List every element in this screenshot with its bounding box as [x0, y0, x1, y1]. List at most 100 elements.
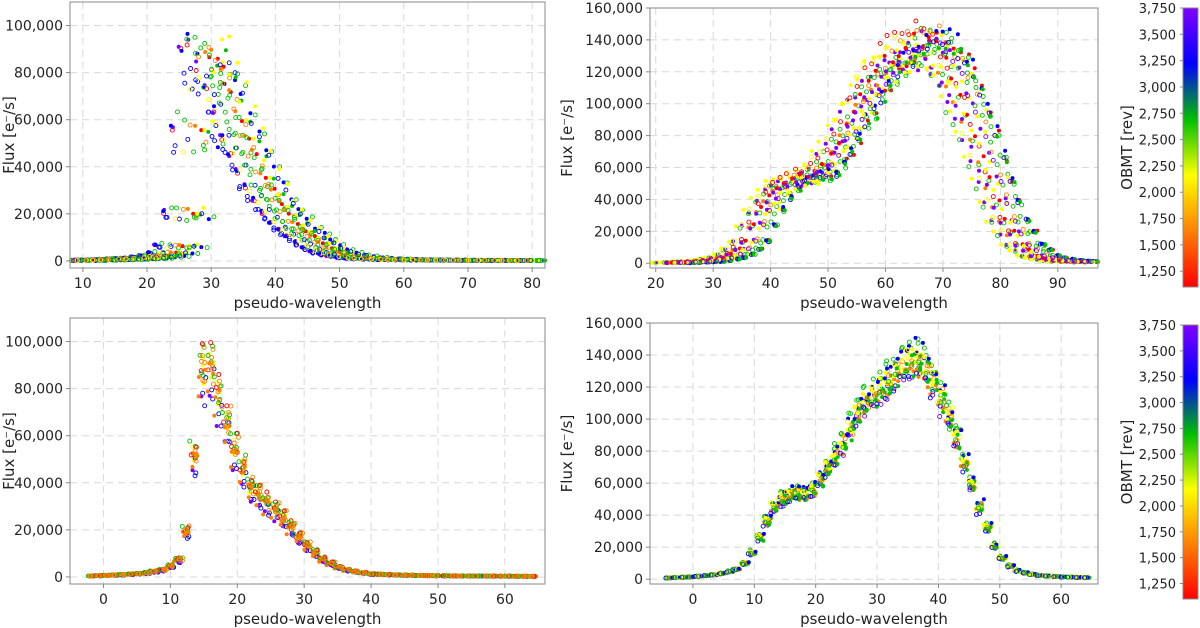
- data-point: [964, 59, 969, 64]
- x-tick-label: 40: [266, 276, 284, 292]
- data-point: [212, 120, 218, 126]
- data-point: [939, 80, 944, 85]
- data-point: [851, 118, 855, 123]
- data-point: [430, 257, 436, 263]
- data-point: [271, 219, 277, 224]
- data-point: [218, 383, 224, 389]
- data-point: [217, 79, 223, 85]
- data-point: [257, 485, 263, 491]
- data-point: [161, 567, 167, 573]
- data-point: [883, 99, 888, 104]
- data-point: [206, 352, 212, 357]
- data-point: [336, 253, 342, 259]
- data-point: [256, 134, 262, 140]
- data-point: [253, 483, 259, 489]
- data-point: [482, 257, 488, 263]
- data-point: [844, 156, 849, 161]
- data-point: [491, 257, 497, 263]
- data-point: [930, 31, 936, 37]
- data-point: [866, 125, 872, 131]
- data-point: [262, 209, 268, 215]
- data-point: [267, 220, 272, 225]
- data-point: [973, 506, 979, 512]
- data-point: [882, 376, 887, 381]
- data-point: [190, 464, 195, 469]
- data-point: [951, 63, 955, 68]
- data-point: [900, 67, 905, 72]
- data-point: [369, 571, 375, 577]
- data-point: [684, 259, 690, 265]
- data-point: [297, 530, 303, 536]
- data-point: [741, 207, 746, 212]
- data-point: [1004, 201, 1010, 206]
- data-point: [890, 356, 896, 362]
- data-point: [1033, 230, 1038, 235]
- data-point: [953, 103, 958, 108]
- data-point: [979, 112, 985, 118]
- data-point: [755, 201, 761, 207]
- data-point: [950, 430, 956, 436]
- data-point: [955, 432, 960, 437]
- data-point: [898, 50, 903, 55]
- data-point: [233, 115, 239, 121]
- data-point: [242, 162, 248, 168]
- data-point: [241, 484, 247, 490]
- data-point: [870, 376, 876, 382]
- data-point: [850, 149, 855, 154]
- data-point: [264, 489, 270, 495]
- y-tick-label: 100,000: [5, 19, 63, 35]
- data-point: [790, 176, 795, 181]
- data-point: [835, 449, 841, 455]
- data-point: [649, 260, 654, 265]
- data-point: [943, 383, 947, 388]
- data-point: [251, 195, 256, 200]
- data-point: [244, 135, 250, 141]
- data-point: [991, 229, 996, 234]
- data-point: [266, 500, 271, 505]
- data-point: [776, 179, 780, 184]
- data-point: [829, 127, 834, 132]
- data-point: [988, 113, 993, 118]
- data-point: [973, 78, 979, 84]
- data-point: [356, 251, 362, 257]
- data-point: [1002, 216, 1007, 221]
- data-point: [187, 86, 193, 92]
- data-point: [198, 368, 204, 374]
- data-point: [749, 240, 754, 245]
- data-point: [989, 521, 994, 525]
- data-point: [977, 200, 982, 204]
- data-point: [191, 149, 197, 155]
- data-point: [170, 254, 176, 259]
- data-point: [182, 533, 187, 538]
- data-point: [871, 55, 876, 60]
- data-point: [531, 573, 537, 579]
- data-point: [910, 63, 916, 69]
- data-point: [936, 83, 942, 89]
- data-point: [961, 111, 966, 116]
- data-point: [248, 166, 254, 172]
- data-point: [210, 381, 216, 387]
- data-point: [265, 197, 270, 203]
- data-point: [219, 410, 225, 415]
- data-point: [215, 91, 221, 97]
- data-point: [884, 358, 890, 364]
- data-point: [390, 256, 396, 262]
- data-point: [209, 387, 215, 393]
- data-point: [183, 250, 188, 256]
- data-point: [247, 188, 253, 194]
- data-point: [272, 216, 278, 222]
- data-point: [921, 345, 927, 351]
- data-point: [867, 100, 873, 106]
- data-point: [813, 172, 819, 178]
- data-points: [85, 340, 539, 579]
- data-point: [199, 211, 205, 217]
- data-point: [216, 100, 222, 106]
- data-point: [899, 344, 905, 350]
- data-point: [962, 60, 967, 66]
- data-point: [248, 182, 254, 188]
- data-point: [1043, 243, 1048, 247]
- data-point: [358, 256, 364, 262]
- y-tick-label: 0: [634, 572, 643, 588]
- data-point: [990, 215, 995, 220]
- data-point: [264, 497, 270, 503]
